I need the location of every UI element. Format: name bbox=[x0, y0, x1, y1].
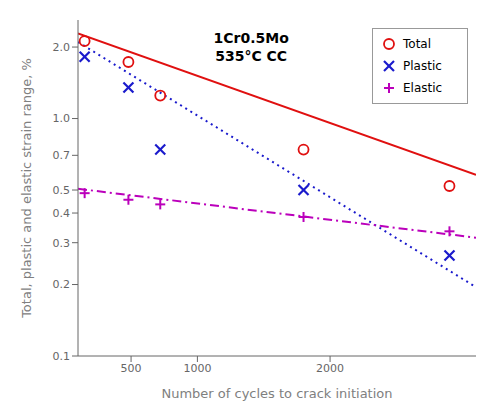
html-text:Total: Total bbox=[403, 37, 431, 51]
html-text:535°C CC: 535°C CC bbox=[215, 47, 288, 64]
svg-text:Total, plastic and elastic str: Total, plastic and elastic strain range,… bbox=[19, 58, 34, 319]
svg-text:0.3: 0.3 bbox=[53, 237, 71, 250]
svg-text:0.5: 0.5 bbox=[53, 184, 71, 197]
svg-text:500: 500 bbox=[121, 362, 142, 375]
html-text:1Cr0.5Mo: 1Cr0.5Mo bbox=[213, 29, 289, 46]
svg-text:0.4: 0.4 bbox=[53, 207, 71, 220]
svg-text:1.0: 1.0 bbox=[53, 112, 71, 125]
svg-text:2000: 2000 bbox=[316, 362, 344, 375]
html-text:Plastic: Plastic bbox=[403, 59, 442, 73]
svg-text:0.2: 0.2 bbox=[53, 278, 71, 291]
html-text:Elastic: Elastic bbox=[403, 81, 443, 95]
svg-text:1000: 1000 bbox=[183, 362, 211, 375]
svg-text:2.0: 2.0 bbox=[53, 41, 71, 54]
svg-text:0.7: 0.7 bbox=[53, 149, 71, 162]
svg-text:Number of cycles to crack init: Number of cycles to crack initiation bbox=[161, 386, 392, 401]
svg-text:0.1: 0.1 bbox=[53, 350, 71, 363]
